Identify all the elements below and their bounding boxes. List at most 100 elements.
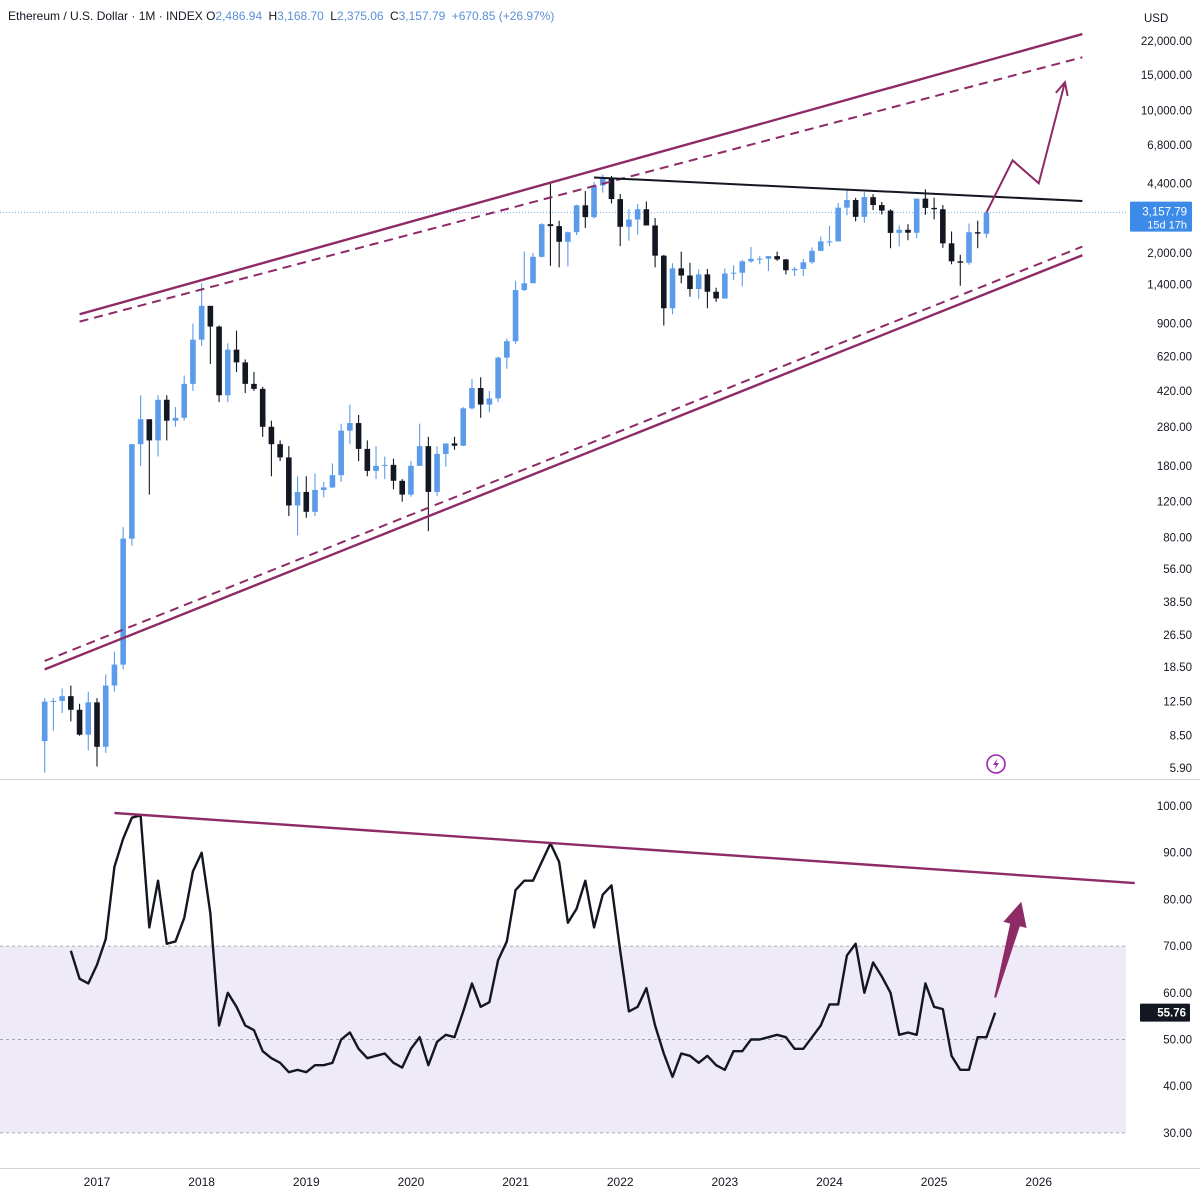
candle <box>809 247 815 264</box>
candle <box>835 203 841 242</box>
candle <box>800 258 807 277</box>
candle-body <box>76 709 83 735</box>
candle-body <box>216 326 222 396</box>
candle-body <box>835 207 841 242</box>
candle-body <box>181 383 187 418</box>
candle-body <box>50 700 57 702</box>
candle <box>817 236 824 252</box>
candle-body <box>547 224 554 227</box>
candle <box>669 263 676 315</box>
candle <box>974 220 981 249</box>
price-tick-label: 900.00 <box>1157 319 1192 331</box>
candle-body <box>852 200 859 217</box>
candle-body <box>434 453 440 492</box>
candle-body <box>85 702 92 735</box>
price-tick-label: 18.50 <box>1163 662 1192 674</box>
candle <box>373 446 379 480</box>
lightning-icon[interactable] <box>986 754 1006 774</box>
candle-body <box>233 349 240 363</box>
candle-body <box>687 275 693 290</box>
candle <box>347 404 353 445</box>
candle <box>286 446 292 517</box>
last-price-tag <box>1130 201 1192 232</box>
channel-lower-line <box>44 254 1083 671</box>
candle-body <box>416 446 423 466</box>
candle <box>312 473 318 517</box>
candle <box>94 698 100 767</box>
candle <box>329 463 336 489</box>
candle-body <box>704 274 711 292</box>
price-tick-label: 280.00 <box>1157 422 1192 434</box>
candle-body <box>129 444 135 539</box>
candle-body <box>312 489 318 512</box>
candle-body <box>137 419 144 445</box>
candle <box>530 252 536 284</box>
candle-body <box>983 212 990 234</box>
candle <box>678 251 685 284</box>
candle <box>68 685 74 722</box>
time-tick-label: 2023 <box>711 1175 738 1189</box>
rsi-trendline <box>114 811 1135 885</box>
candle-body <box>538 224 545 257</box>
candle-body <box>565 232 571 242</box>
candle-body <box>599 178 606 186</box>
candle-body <box>739 261 746 273</box>
candle <box>756 256 763 265</box>
candle <box>163 395 170 441</box>
candle-body <box>608 178 615 200</box>
candle <box>50 698 57 731</box>
currency-label: USD <box>1144 13 1168 25</box>
candle-body <box>774 256 780 260</box>
candle <box>111 651 118 692</box>
candle <box>565 231 571 267</box>
rsi-tick-label: 30.00 <box>1163 1128 1192 1140</box>
candle-body <box>347 423 353 431</box>
candle-body <box>286 457 292 506</box>
candle <box>364 440 371 477</box>
candle <box>120 527 126 670</box>
candle <box>443 443 449 467</box>
candle <box>85 691 92 751</box>
change-value: +670.85 (+26.97%) <box>451 9 555 23</box>
candle-body <box>730 272 737 274</box>
ohlc-header: Ethereum / U.S. Dollar · 1M · INDEX O2,4… <box>8 9 554 23</box>
candlestick-series <box>41 174 990 773</box>
candle <box>905 224 911 241</box>
candle <box>268 420 275 477</box>
price-tick-label: 15,000.00 <box>1141 70 1192 82</box>
candle <box>259 386 266 437</box>
candle-body <box>451 443 458 446</box>
candle <box>451 436 458 450</box>
candle-body <box>922 198 929 208</box>
candle <box>538 223 545 258</box>
candle-body <box>957 261 964 263</box>
rsi-up-arrow <box>994 901 1027 998</box>
open-value: 2,486.94 <box>215 9 263 23</box>
candle <box>844 189 850 216</box>
candle <box>861 192 868 223</box>
low-value: 2,375.06 <box>336 9 384 23</box>
rsi-last-value: 55.76 <box>1157 1008 1186 1020</box>
candle <box>661 254 667 326</box>
candle-body <box>913 198 920 233</box>
candle-body <box>303 491 310 512</box>
rsi-band <box>0 945 1126 1134</box>
candle <box>913 198 920 239</box>
candle <box>181 375 187 421</box>
candle <box>582 191 589 229</box>
price-tick-label: 22,000.00 <box>1141 36 1192 48</box>
candle-body <box>826 241 833 243</box>
candle <box>277 440 283 462</box>
candle <box>695 269 702 299</box>
candle <box>617 193 623 247</box>
candle-body <box>695 274 702 290</box>
candle-body <box>556 226 562 242</box>
candle-body <box>748 258 754 262</box>
candle <box>303 476 310 518</box>
candle <box>198 283 205 346</box>
candle-body <box>573 205 580 233</box>
candle-body <box>59 696 65 701</box>
channel-lower-dashed-line <box>44 245 1083 662</box>
